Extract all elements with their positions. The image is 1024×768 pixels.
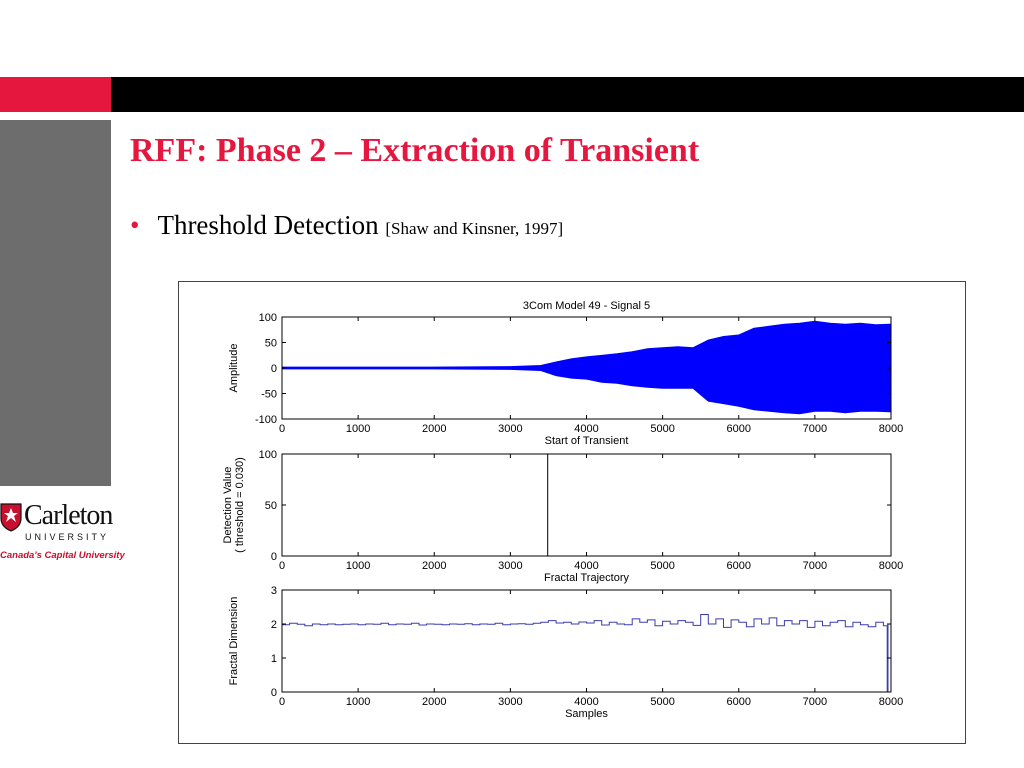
x-tick-label: 7000 <box>803 423 827 435</box>
x-tick-label: 2000 <box>422 423 446 435</box>
plot-frame <box>281 453 892 557</box>
x-tick-label: 7000 <box>803 560 827 572</box>
y-tick-label: 100 <box>259 312 277 324</box>
chart-svg: 3Com Model 49 - Signal 50 1000 2000 3000 400… <box>222 300 903 720</box>
y-tick-label: 0 <box>271 687 277 699</box>
y-tick-label: 1 <box>271 653 277 665</box>
x-tick-label: 4000 <box>574 560 598 572</box>
carleton-logo: Carleton UNIVERSITY Canada's Capital Uni… <box>0 498 125 568</box>
shield-icon <box>0 503 22 532</box>
chart-title: 3Com Model 49 - Signal 5 <box>523 300 650 312</box>
x-tick-label: 0 <box>279 423 285 435</box>
side-panel <box>0 120 111 486</box>
x-tick-label: 0 <box>279 560 285 572</box>
y-tick-label: 3 <box>271 585 277 597</box>
x-tick-label: 5000 <box>650 560 674 572</box>
x-tick-label: 8000 <box>879 423 903 435</box>
x-tick-label: 7000 <box>803 696 827 708</box>
header-bar <box>111 77 1024 112</box>
logo-tagline: Canada's Capital University <box>0 550 125 561</box>
x-tick-label: 8000 <box>879 560 903 572</box>
x-tick-label: 4000 <box>574 696 598 708</box>
logo-name: Carleton <box>24 500 113 531</box>
y-tick-label: 0 <box>271 363 277 375</box>
header-accent-bar <box>0 77 111 112</box>
x-tick-label: 4000 <box>574 423 598 435</box>
x-tick-label: 3000 <box>498 696 522 708</box>
slide-title: RFF: Phase 2 – Extraction of Transient <box>130 132 700 169</box>
x-tick-label: 2000 <box>422 560 446 572</box>
plot-frame <box>281 589 892 693</box>
bullet-marker: • <box>130 210 140 240</box>
x-tick-label: 2000 <box>422 696 446 708</box>
bullet-citation: [Shaw and Kinsner, 1997] <box>385 219 564 238</box>
x-tick-label: 6000 <box>727 560 751 572</box>
y-axis-label: Amplitude <box>228 344 240 393</box>
x-axis-label: Start of Transient <box>545 435 629 447</box>
x-tick-label: 3000 <box>498 423 522 435</box>
x-axis-label: Fractal Trajectory <box>544 572 629 584</box>
x-tick-label: 1000 <box>346 423 370 435</box>
y-tick-label: -50 <box>261 389 277 401</box>
chart-figure: 3Com Model 49 - Signal 5 0 1000 2000 3000 400… <box>178 281 966 744</box>
y-tick-label: 0 <box>271 551 277 563</box>
detection-series <box>282 454 891 557</box>
y-tick-label: 100 <box>259 449 277 461</box>
x-tick-label: 6000 <box>727 696 751 708</box>
x-tick-label: 5000 <box>650 696 674 708</box>
x-tick-label: 5000 <box>650 423 674 435</box>
x-tick-label: 0 <box>279 696 285 708</box>
y-tick-label: 2 <box>271 619 277 631</box>
x-tick-label: 1000 <box>346 560 370 572</box>
x-axis-label: Samples <box>565 708 608 720</box>
y-axis-label: ( threshold = 0.030) <box>234 457 246 553</box>
x-tick-label: 1000 <box>346 696 370 708</box>
bullet-text: Threshold Detection <box>157 210 379 240</box>
y-tick-label: -100 <box>255 414 277 426</box>
y-axis-label: Detection Value <box>222 467 234 544</box>
y-tick-label: 50 <box>265 500 277 512</box>
x-tick-label: 8000 <box>879 696 903 708</box>
y-tick-label: 50 <box>265 338 277 350</box>
logo-university: UNIVERSITY <box>25 532 110 542</box>
y-axis-label: Fractal Dimension <box>228 597 240 686</box>
x-tick-label: 3000 <box>498 560 522 572</box>
bullet-item: • Threshold Detection [Shaw and Kinsner, … <box>130 210 563 241</box>
x-tick-label: 6000 <box>727 423 751 435</box>
fractal-series <box>282 614 891 693</box>
